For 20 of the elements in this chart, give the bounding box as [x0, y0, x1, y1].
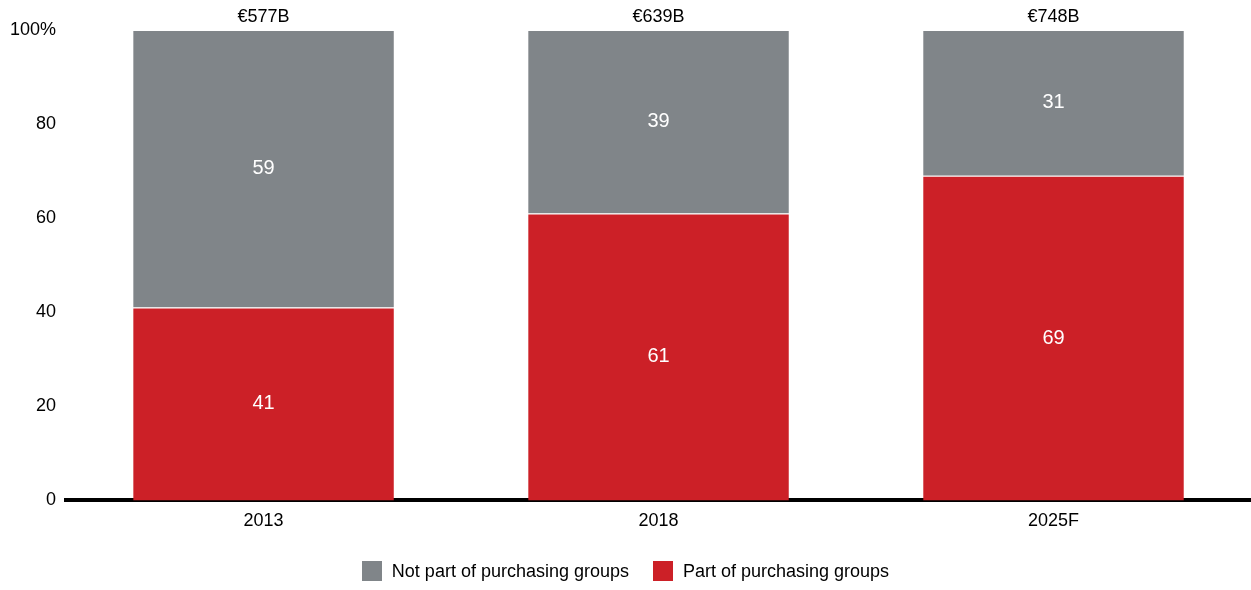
legend-label: Not part of purchasing groups	[391, 560, 629, 582]
y-tick-label: 20	[36, 395, 57, 416]
y-tick-label: 40	[36, 301, 57, 322]
data-label: 69	[1042, 325, 1065, 348]
annotation: €748B	[1027, 5, 1080, 26]
x-tick-label: 2013	[243, 510, 284, 531]
y-tick-label: 0	[46, 489, 57, 510]
data-label: 39	[647, 109, 670, 132]
y-tick-label: 80	[36, 113, 57, 134]
data-label: 31	[1042, 90, 1065, 113]
data-label: 61	[647, 344, 670, 367]
x-tick-label: 2018	[638, 510, 679, 531]
data-label: 41	[252, 391, 275, 414]
legend-label: Part of purchasing groups	[683, 560, 890, 582]
annotation: €577B	[237, 5, 290, 26]
data-label: 59	[252, 156, 275, 179]
annotation: €639B	[632, 5, 685, 26]
y-tick-label: 100%	[9, 18, 57, 39]
y-tick-label: 60	[36, 207, 57, 228]
x-tick-label: 2025F	[1027, 510, 1080, 531]
